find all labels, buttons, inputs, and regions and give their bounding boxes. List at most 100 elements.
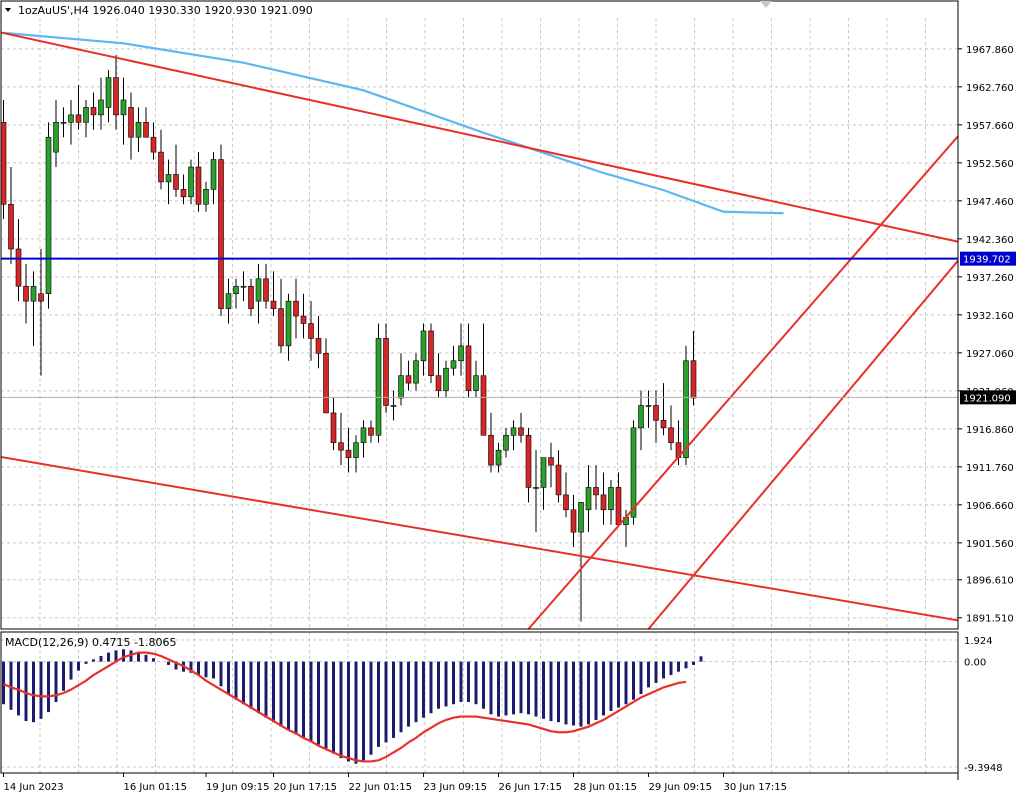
candle[interactable] — [570, 494, 577, 548]
candle[interactable] — [390, 390, 397, 421]
candle[interactable] — [38, 248, 44, 376]
chevron-down-icon[interactable] — [5, 8, 11, 12]
trendline[interactable] — [647, 201, 1009, 629]
candle[interactable] — [323, 338, 329, 414]
candle[interactable] — [293, 278, 299, 339]
candle[interactable] — [533, 450, 539, 533]
candle[interactable] — [203, 181, 209, 212]
candle[interactable] — [263, 263, 269, 309]
candle[interactable] — [158, 129, 164, 190]
scroll-marker-icon[interactable] — [760, 1, 772, 8]
candle[interactable] — [563, 472, 569, 518]
candle[interactable] — [503, 427, 509, 458]
candle[interactable] — [683, 345, 689, 466]
candle[interactable] — [300, 293, 307, 339]
candle[interactable] — [375, 323, 382, 443]
candle[interactable] — [413, 353, 419, 391]
candle[interactable] — [53, 99, 59, 168]
candle[interactable] — [540, 457, 547, 510]
candle[interactable] — [90, 92, 97, 130]
candle[interactable] — [68, 99, 74, 145]
candle[interactable] — [255, 263, 262, 324]
candle[interactable] — [608, 479, 614, 525]
trendline[interactable] — [527, 78, 1009, 629]
candle[interactable] — [278, 278, 284, 354]
candle[interactable] — [120, 77, 127, 145]
candle[interactable] — [113, 55, 119, 130]
candle[interactable] — [45, 122, 52, 309]
candle[interactable] — [653, 390, 659, 443]
candle-body — [38, 293, 44, 302]
candle[interactable] — [428, 323, 434, 384]
candle[interactable] — [360, 420, 367, 458]
candle[interactable] — [465, 323, 472, 399]
candle[interactable] — [315, 316, 322, 369]
candle[interactable] — [690, 330, 697, 406]
candle[interactable] — [398, 353, 404, 406]
macd-signal-line[interactable] — [3, 651, 687, 763]
candle[interactable] — [593, 465, 599, 510]
candle[interactable] — [105, 70, 112, 123]
candle[interactable] — [60, 107, 67, 138]
candle[interactable] — [548, 442, 554, 488]
candle[interactable] — [660, 383, 667, 436]
candle[interactable] — [8, 167, 14, 264]
candle[interactable] — [473, 360, 479, 399]
candle[interactable] — [480, 323, 487, 436]
candle[interactable] — [338, 412, 344, 466]
candle[interactable] — [345, 427, 352, 473]
candle[interactable] — [188, 159, 194, 205]
candle[interactable] — [668, 405, 674, 451]
candle[interactable] — [330, 398, 337, 451]
candle[interactable] — [165, 159, 172, 205]
candle[interactable] — [638, 390, 644, 451]
trendline[interactable] — [0, 31, 1009, 252]
candle[interactable] — [585, 465, 592, 533]
moving-average-line[interactable] — [3, 31, 784, 215]
candle[interactable] — [368, 420, 374, 443]
candle[interactable] — [458, 323, 464, 376]
candle[interactable] — [218, 144, 224, 317]
candle[interactable] — [420, 323, 427, 376]
candle[interactable] — [233, 278, 239, 309]
candle-body — [263, 278, 269, 302]
candle[interactable] — [488, 412, 494, 473]
candle[interactable] — [15, 219, 22, 302]
trendline[interactable] — [0, 455, 1009, 629]
candle[interactable] — [600, 472, 607, 525]
candle[interactable] — [150, 122, 157, 160]
candle[interactable] — [270, 271, 277, 317]
candle[interactable] — [143, 107, 149, 138]
candle[interactable] — [285, 293, 292, 361]
candle[interactable] — [578, 502, 584, 622]
candle[interactable] — [383, 323, 389, 413]
candle[interactable] — [30, 271, 37, 346]
candle[interactable] — [83, 99, 89, 138]
candle[interactable] — [450, 345, 457, 376]
candle[interactable] — [98, 77, 104, 130]
candle[interactable] — [435, 353, 442, 399]
candle[interactable] — [645, 390, 652, 428]
candle[interactable] — [248, 278, 254, 317]
candle[interactable] — [195, 152, 202, 212]
candle[interactable] — [443, 360, 449, 399]
candle[interactable] — [23, 263, 29, 324]
candle[interactable] — [405, 360, 412, 391]
candle[interactable] — [510, 420, 517, 451]
candle[interactable] — [308, 301, 314, 361]
candle[interactable] — [525, 427, 532, 503]
candle[interactable] — [225, 278, 232, 324]
candle[interactable] — [210, 152, 217, 205]
candle[interactable] — [180, 174, 187, 205]
candle[interactable] — [495, 442, 502, 473]
candle[interactable] — [555, 450, 562, 503]
candle[interactable] — [75, 85, 82, 130]
candle[interactable] — [240, 271, 247, 302]
candle[interactable] — [128, 92, 134, 160]
candle[interactable] — [173, 144, 179, 197]
candle[interactable] — [135, 107, 142, 153]
candle[interactable] — [353, 435, 359, 473]
candle[interactable] — [518, 412, 524, 443]
